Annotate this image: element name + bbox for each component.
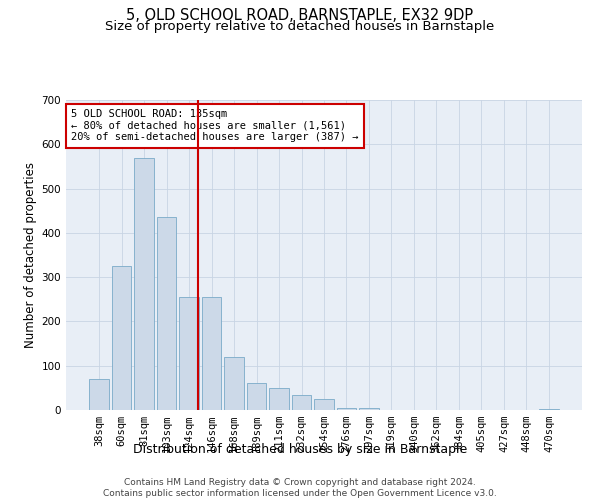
Bar: [269, 388, 289, 410]
Bar: [89, 379, 109, 410]
Bar: [134, 158, 154, 410]
Text: Size of property relative to detached houses in Barnstaple: Size of property relative to detached ho…: [106, 20, 494, 33]
Text: 5, OLD SCHOOL ROAD, BARNSTAPLE, EX32 9DP: 5, OLD SCHOOL ROAD, BARNSTAPLE, EX32 9DP: [127, 8, 473, 22]
Bar: [314, 399, 334, 410]
Bar: [157, 218, 176, 410]
Text: Distribution of detached houses by size in Barnstaple: Distribution of detached houses by size …: [133, 442, 467, 456]
Bar: [359, 408, 379, 410]
Bar: [337, 408, 356, 410]
Bar: [224, 357, 244, 410]
Y-axis label: Number of detached properties: Number of detached properties: [25, 162, 37, 348]
Bar: [292, 394, 311, 410]
Bar: [202, 297, 221, 410]
Text: Contains HM Land Registry data © Crown copyright and database right 2024.
Contai: Contains HM Land Registry data © Crown c…: [103, 478, 497, 498]
Bar: [179, 297, 199, 410]
Bar: [112, 266, 131, 410]
Bar: [539, 408, 559, 410]
Text: 5 OLD SCHOOL ROAD: 135sqm
← 80% of detached houses are smaller (1,561)
20% of se: 5 OLD SCHOOL ROAD: 135sqm ← 80% of detac…: [71, 110, 359, 142]
Bar: [247, 384, 266, 410]
